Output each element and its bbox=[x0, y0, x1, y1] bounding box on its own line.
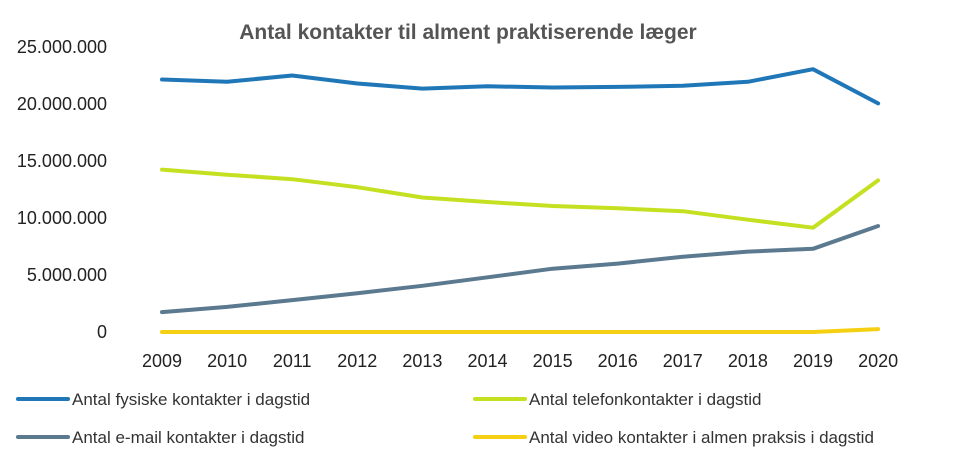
x-tick-label: 2020 bbox=[858, 351, 898, 371]
legend-label: Antal telefonkontakter i dagstid bbox=[529, 390, 761, 409]
x-tick-label: 2012 bbox=[337, 351, 377, 371]
y-tick-label: 20.000.000 bbox=[17, 94, 107, 114]
x-axis: 2009 2010 2011 2012 2013 2014 2015 2016 2017 2018… bbox=[142, 351, 898, 371]
x-tick-label: 2014 bbox=[467, 351, 507, 371]
x-tick-label: 2013 bbox=[402, 351, 442, 371]
x-tick-label: 2015 bbox=[533, 351, 573, 371]
legend-label: Antal video kontakter i almen praksis i … bbox=[529, 428, 874, 447]
y-tick-label: 10.000.000 bbox=[17, 208, 107, 228]
x-tick-label: 2009 bbox=[142, 351, 182, 371]
x-tick-label: 2018 bbox=[728, 351, 768, 371]
series-line-4 bbox=[160, 327, 881, 334]
legend-item: Antal fysiske kontakter i dagstid bbox=[16, 390, 310, 409]
y-tick-label: 25.000.000 bbox=[17, 37, 107, 57]
x-tick-label: 2017 bbox=[663, 351, 703, 371]
chart-title: Antal kontakter til alment praktiserende… bbox=[239, 21, 696, 44]
y-tick-label: 15.000.000 bbox=[17, 151, 107, 171]
y-tick-label: 0 bbox=[97, 322, 107, 342]
series-line-2 bbox=[160, 167, 881, 230]
legend: Antal fysiske kontakter i dagstid Antal t… bbox=[16, 390, 874, 447]
x-tick-label: 2010 bbox=[207, 351, 247, 371]
x-tick-label: 2016 bbox=[598, 351, 638, 371]
x-tick-label: 2011 bbox=[273, 351, 312, 371]
y-axis: 0 5.000.000 10.000.000 15.000.000 20.000.000… bbox=[17, 37, 107, 342]
series-line-1 bbox=[160, 67, 881, 106]
legend-item: Antal e-mail kontakter i dagstid bbox=[16, 428, 304, 447]
legend-label: Antal fysiske kontakter i dagstid bbox=[72, 390, 310, 409]
y-tick-label: 5.000.000 bbox=[27, 265, 107, 285]
x-tick-label: 2019 bbox=[793, 351, 833, 371]
plot-area bbox=[160, 67, 881, 334]
legend-item: Antal video kontakter i almen praksis i … bbox=[473, 428, 874, 447]
legend-item: Antal telefonkontakter i dagstid bbox=[473, 390, 761, 409]
series-line-3 bbox=[160, 224, 881, 315]
legend-label: Antal e-mail kontakter i dagstid bbox=[72, 428, 304, 447]
